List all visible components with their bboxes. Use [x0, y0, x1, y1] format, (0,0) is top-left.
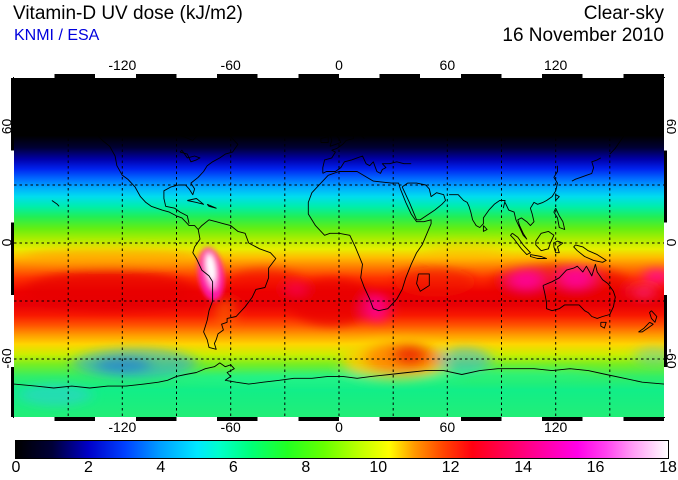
uv-feature-blob [19, 384, 91, 406]
lon-tick-label: -120 [108, 419, 137, 435]
uv-feature-blob [290, 278, 374, 326]
colorbar-tick-label: 6 [228, 459, 238, 476]
uv-feature-blob [25, 247, 195, 265]
coastline-south_america [192, 219, 277, 350]
coastline-nz_north [649, 310, 658, 323]
map-frame-right [664, 78, 667, 417]
colorbar-tick-label: 2 [83, 459, 93, 476]
coastline-hawaii [51, 200, 60, 207]
map-date: 16 November 2010 [502, 25, 664, 46]
coastline-cuba [187, 198, 205, 205]
uv-feature-blob [558, 267, 594, 289]
lon-tick-label: 0 [335, 57, 343, 73]
lon-tick-label: -60 [220, 57, 241, 73]
coastlines [13, 115, 665, 389]
coastline-japan [571, 157, 602, 182]
uv-feature-blob [25, 270, 195, 310]
lon-tick-label: 120 [543, 419, 568, 435]
colorbar-tick-label: 8 [301, 459, 311, 476]
coastline-india [449, 194, 506, 228]
coastline-sulawesi [553, 240, 564, 254]
longitude-axis-top: -120 -60 0 60 120 [0, 57, 678, 73]
map-frame-bottom [14, 417, 664, 421]
colorbar-tick-label: 0 [11, 459, 21, 476]
coastline-philippines [553, 208, 566, 230]
colorbar-tick-label: 12 [441, 459, 460, 476]
coastline-arabia [401, 182, 446, 221]
coastline-na_west [35, 115, 199, 230]
coastline-borneo [535, 230, 555, 252]
lon-tick-label: 0 [335, 419, 343, 435]
coastline-hispaniola [206, 203, 217, 209]
colorbar [15, 440, 669, 459]
andes-hotspot [197, 247, 225, 301]
lon-tick-label: 120 [543, 57, 568, 73]
coastline-europe_med [322, 155, 412, 174]
uv-feature-blob [425, 243, 505, 259]
coastline-kamchatka [609, 132, 627, 155]
coastline-madagascar [416, 273, 430, 292]
page-title: Vitamin-D UV dose (kJ/m2) [13, 3, 243, 24]
lon-tick-label: 60 [439, 419, 456, 435]
map-frame-left [11, 78, 14, 417]
colorbar-tick-label: 4 [156, 459, 166, 476]
uv-feature-blob [395, 267, 475, 297]
coastline-indochina_china [504, 165, 558, 240]
coastline-tasmania [600, 321, 607, 329]
sky-condition-label: Clear-sky [583, 3, 664, 24]
coastline-australia [542, 263, 616, 319]
coastline-nz_south [638, 321, 654, 333]
coastline-antarctica [13, 362, 665, 389]
lon-tick-label: 60 [439, 57, 456, 73]
uv-feature-blob [632, 284, 656, 300]
coastline-taiwan [555, 194, 560, 201]
coastline-africa [307, 171, 432, 312]
source-credit: KNMI / ESA [14, 27, 100, 44]
colorbar-tick-labels: 0 2 4 6 8 10 12 14 16 18 [0, 459, 678, 478]
lon-tick-label: -120 [108, 57, 137, 73]
coastline-java [529, 254, 548, 259]
uv-feature-blob [438, 347, 492, 373]
colorbar-tick-label: 18 [659, 459, 677, 476]
world-uv-dose-map [13, 77, 674, 418]
uv-feature-blob [216, 300, 234, 328]
coastline-sumatra [510, 232, 531, 256]
colorbar-tick-label: 10 [369, 459, 388, 476]
coastline-uk [329, 130, 342, 147]
coastline-na_east [163, 124, 239, 224]
coastline-europe_atl [322, 132, 365, 174]
uv-feature-blob [206, 255, 216, 281]
coastline-great_lakes [179, 149, 201, 163]
longitude-axis-bottom: -120 -60 0 60 120 [0, 419, 678, 435]
uv-feature-blob [392, 344, 428, 366]
lon-tick-label: -60 [220, 419, 241, 435]
colorbar-tick-label: 16 [586, 459, 605, 476]
graticule [14, 78, 664, 417]
coastline-sri_lanka [482, 225, 488, 232]
coastline-ireland [320, 136, 329, 143]
map-frame-top [14, 74, 664, 78]
uv-feature-blob [95, 357, 151, 373]
uv-feature-blob [434, 368, 594, 378]
colorbar-tick-label: 14 [514, 459, 532, 476]
uv-feature-blob [288, 282, 304, 296]
uv-feature-blob [508, 270, 544, 290]
uv-dose-heatmap [13, 78, 674, 417]
coastline-new_guinea [573, 244, 607, 263]
